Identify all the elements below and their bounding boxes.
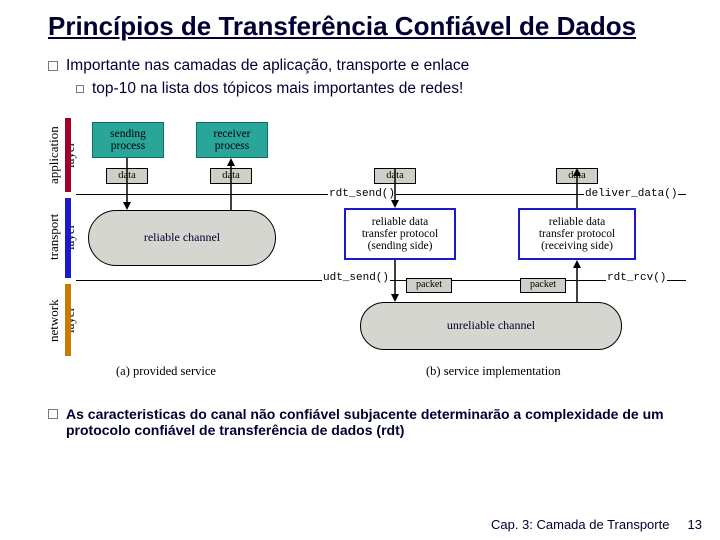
fn-rdt-rcv: rdt_rcv() (606, 272, 667, 284)
reliable-channel: reliable channel (88, 210, 276, 266)
bullet-square-icon (76, 85, 84, 93)
layer-label-application: applicationlayer (46, 120, 62, 190)
rdt-receiving-side: reliable datatransfer protocol(receiving… (518, 208, 636, 260)
sending-process-box: sendingprocess (92, 122, 164, 158)
bullet-square-icon (48, 61, 58, 71)
conclusion-text: As caracteristicas do canal não confiáve… (66, 406, 684, 438)
fn-udt-send: udt_send() (322, 272, 390, 284)
bullet-2: top-10 na lista dos tópicos mais importa… (76, 79, 692, 100)
arrow-down-icon (126, 158, 128, 210)
layer-bar-application (65, 118, 71, 192)
caption-a: (a) provided service (116, 364, 216, 379)
arrow-down-icon (394, 260, 396, 302)
page-number: 13 (688, 517, 702, 532)
bullet-1-text: Importante nas camadas de aplicação, tra… (66, 56, 469, 77)
packet-right: packet (520, 278, 566, 293)
unreliable-channel: unreliable channel (360, 302, 622, 350)
layer-bar-transport (65, 198, 71, 278)
bullet-square-icon (48, 409, 58, 419)
bullet-list: Importante nas camadas de aplicação, tra… (48, 56, 692, 100)
packet-left: packet (406, 278, 452, 293)
layer-label-transport: transportlayer (46, 202, 62, 272)
slide-title: Princípios de Transferência Confiável de… (48, 12, 692, 42)
diagram: applicationlayer transportlayer networkl… (48, 110, 688, 400)
caption-b: (b) service implementation (426, 364, 561, 379)
conclusion: As caracteristicas do canal não confiáve… (48, 406, 692, 438)
layer-bar-network (65, 284, 71, 356)
arrow-up-icon (230, 158, 232, 210)
fn-deliver-data: deliver_data() (584, 188, 678, 200)
rdt-sending-side: reliable datatransfer protocol(sending s… (344, 208, 456, 260)
arrow-down-icon (394, 168, 396, 208)
bullet-2-text: top-10 na lista dos tópicos mais importa… (92, 79, 463, 100)
layer-label-network: networklayer (46, 288, 62, 353)
fn-rdt-send: rdt_send() (328, 188, 396, 200)
footer-chapter: Cap. 3: Camada de Transporte (491, 517, 670, 532)
bullet-1: Importante nas camadas de aplicação, tra… (48, 56, 692, 77)
receiver-process-box: receiverprocess (196, 122, 268, 158)
arrow-up-icon (576, 168, 578, 208)
arrow-up-icon (576, 260, 578, 302)
